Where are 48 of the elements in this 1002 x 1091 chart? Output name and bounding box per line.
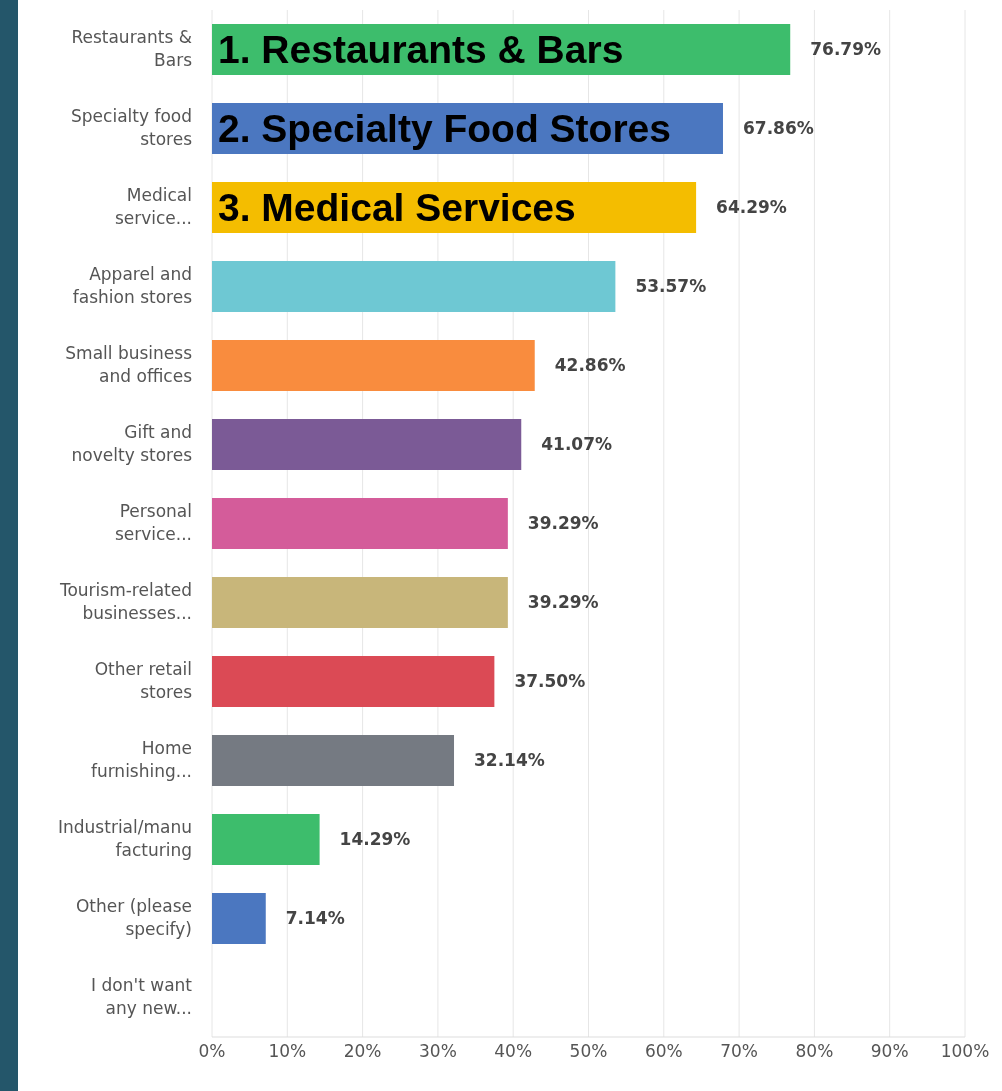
annotation: 2. Specialty Food Stores — [218, 107, 671, 150]
bar — [212, 577, 508, 628]
data-label: 53.57% — [635, 275, 707, 296]
x-tick-label: 30% — [419, 1041, 457, 1062]
data-label: 39.29% — [527, 512, 599, 533]
annotation: 3. Medical Services — [218, 186, 576, 229]
y-tick-label: Small business and offices — [65, 343, 193, 386]
y-tick-label: Medical service... — [114, 185, 192, 228]
x-tick-label: 20% — [343, 1041, 382, 1062]
data-label: 32.14% — [474, 749, 545, 770]
bar — [212, 419, 522, 470]
y-tick-label: I don't want any new... — [91, 975, 193, 1018]
x-tick-label: 40% — [494, 1041, 533, 1062]
x-tick-label: 100% — [940, 1041, 990, 1062]
data-label: 37.50% — [514, 670, 586, 691]
bar — [212, 893, 266, 944]
y-tick-label: Home furnishing... — [90, 738, 192, 781]
annotation: 1. Restaurants & Bars — [218, 28, 624, 71]
data-label: 39.29% — [527, 591, 599, 612]
y-tick-label: Apparel and fashion stores — [72, 264, 193, 307]
x-tick-label: 50% — [569, 1041, 608, 1062]
y-tick-label: Personal service... — [114, 501, 192, 544]
y-tick-label: Other retail stores — [94, 659, 193, 702]
data-label: 41.07% — [541, 433, 613, 454]
bar — [212, 656, 495, 707]
bar — [212, 261, 616, 312]
bar — [212, 340, 535, 391]
data-label: 7.14% — [285, 907, 345, 928]
x-tick-label: 60% — [644, 1041, 683, 1062]
y-tick-label: Tourism-related businesses... — [58, 580, 192, 623]
data-label: 76.79% — [810, 38, 882, 59]
y-tick-label: Other (please specify) — [75, 896, 192, 939]
y-tick-label: Specialty food stores — [71, 106, 193, 149]
data-label: 64.29% — [716, 196, 787, 217]
y-tick-label: Industrial/manufacturing — [58, 817, 192, 860]
y-tick-label: Gift and novelty stores — [71, 422, 193, 465]
data-label: 14.29% — [339, 828, 411, 849]
x-tick-label: 0% — [198, 1041, 226, 1062]
y-tick-label: Restaurants & Bars — [71, 27, 193, 70]
bar — [212, 735, 455, 786]
data-label: 67.86% — [742, 117, 814, 138]
bar — [212, 498, 508, 549]
x-tick-label: 70% — [720, 1041, 758, 1062]
bar — [212, 814, 320, 865]
data-label: 42.86% — [554, 354, 626, 375]
x-tick-label: 10% — [268, 1041, 307, 1062]
x-tick-label: 90% — [870, 1041, 909, 1062]
x-tick-label: 80% — [795, 1041, 834, 1062]
